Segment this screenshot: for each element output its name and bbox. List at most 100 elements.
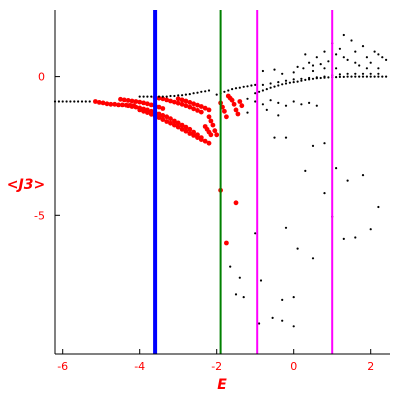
data-point-series1-51: [168, 120, 173, 126]
data-point-series2-21: [181, 94, 184, 97]
data-point-series2-99: [315, 56, 318, 59]
data-point-series2-86: [346, 72, 349, 75]
data-point-series1-13: [125, 98, 131, 103]
data-point-series2-156: [311, 257, 315, 260]
data-point-series2-9: [88, 100, 91, 103]
data-point-series2-161: [234, 293, 238, 296]
ticks-layer: -6 -4 -2 0 2 0 -5: [34, 71, 374, 373]
data-point-series2-97: [308, 61, 311, 64]
data-point-series2-48: [284, 82, 288, 85]
data-point-series2-40: [254, 92, 257, 95]
data-point-series1-80: [195, 102, 200, 108]
data-point-series2-132: [292, 100, 295, 103]
data-point-series1-2: [100, 100, 106, 106]
data-point-series2-37: [246, 85, 249, 88]
data-point-series2-134: [308, 101, 311, 104]
data-point-series2-8: [84, 100, 87, 103]
x-tick-label-3: 0: [290, 360, 297, 373]
data-point-series2-72: [377, 75, 380, 78]
y-tick-label-0: 0: [38, 71, 45, 84]
data-point-series1-21: [156, 104, 162, 110]
data-point-series2-41: [258, 90, 261, 93]
data-point-series1-65: [164, 97, 170, 103]
x-tick-label-1: -4: [134, 360, 145, 373]
x-tick-label-4: 2: [367, 360, 374, 373]
data-point-series2-116: [381, 56, 384, 59]
data-point-series1-79: [191, 101, 197, 107]
data-point-series2-165: [258, 322, 261, 325]
data-point-series1-3: [104, 101, 110, 107]
data-point-series2-118: [304, 53, 307, 56]
data-point-series1-44: [141, 108, 147, 114]
data-point-series2-50: [292, 81, 295, 84]
data-point-series2-78: [284, 79, 288, 82]
data-point-series2-43: [265, 88, 268, 91]
vertical-lines-layer: [153, 10, 334, 354]
data-point-series1-50: [164, 119, 170, 124]
data-point-series2-107: [346, 58, 349, 62]
data-point-series2-38: [250, 84, 253, 87]
data-point-series2-95: [296, 65, 299, 68]
data-point-series2-81: [308, 76, 311, 80]
data-point-series1-32: [160, 113, 166, 118]
data-point-series1-33: [164, 114, 170, 120]
data-point-series1-75: [175, 96, 181, 102]
data-point-series2-112: [365, 56, 368, 59]
data-point-series2-69: [365, 75, 368, 78]
data-point-series1-98: [231, 101, 237, 107]
data-point-series1-73: [195, 108, 200, 113]
data-point-series1-87: [212, 128, 218, 134]
data-point-series1-54: [179, 126, 185, 132]
data-point-series1-22: [160, 106, 166, 111]
data-point-series2-145: [346, 179, 349, 182]
data-point-series1-49: [160, 117, 166, 122]
x-tick-label-2: -2: [211, 360, 222, 373]
data-point-series2-158: [238, 276, 241, 279]
data-point-series2-139: [273, 136, 276, 139]
data-point-series2-160: [271, 316, 274, 319]
data-point-series1-85: [208, 118, 214, 124]
data-point-series1-0: [93, 99, 98, 104]
data-point-series2-4: [69, 100, 72, 103]
data-point-series2-121: [335, 67, 338, 70]
data-point-series2-148: [323, 192, 326, 195]
data-point-series1-4: [108, 101, 114, 107]
data-point-series2-96: [302, 67, 305, 70]
data-point-series2-22: [184, 93, 187, 96]
data-point-series1-77: [183, 98, 189, 104]
data-point-series1-52: [172, 122, 177, 128]
data-point-series2-126: [246, 97, 249, 100]
data-point-series2-125: [377, 53, 380, 56]
data-point-series2-11: [142, 95, 145, 98]
data-point-series2-49: [288, 81, 291, 84]
data-point-series2-6: [77, 100, 80, 103]
data-point-series1-69: [179, 101, 185, 107]
data-point-series1-71: [187, 104, 193, 110]
data-point-series2-98: [311, 69, 315, 73]
data-point-series2-128: [261, 103, 264, 106]
data-point-series1-31: [156, 111, 162, 117]
data-point-series2-27: [204, 90, 207, 93]
data-point-series1-1: [96, 100, 102, 105]
data-point-series2-68: [361, 75, 365, 78]
data-point-series2-15: [157, 95, 161, 98]
data-point-series2-7: [80, 100, 84, 103]
data-point-series2-3: [65, 100, 68, 103]
data-point-series1-88: [214, 132, 220, 138]
data-point-series2-23: [188, 93, 191, 96]
data-point-series1-12: [121, 97, 127, 103]
data-point-series2-53: [304, 78, 307, 81]
data-point-series2-64: [346, 75, 349, 78]
data-point-series2-129: [269, 99, 272, 102]
data-point-series2-89: [369, 72, 372, 75]
data-point-series2-65: [350, 75, 353, 78]
data-point-series1-67: [172, 99, 177, 105]
data-point-series2-162: [242, 296, 245, 299]
data-point-series1-40: [191, 129, 197, 135]
data-point-series2-77: [277, 81, 280, 84]
data-point-series2-13: [150, 95, 153, 98]
data-point-series1-72: [191, 106, 197, 112]
data-point-series2-18: [169, 94, 172, 98]
data-point-series1-36: [175, 120, 181, 126]
data-point-series2-26: [200, 90, 203, 93]
